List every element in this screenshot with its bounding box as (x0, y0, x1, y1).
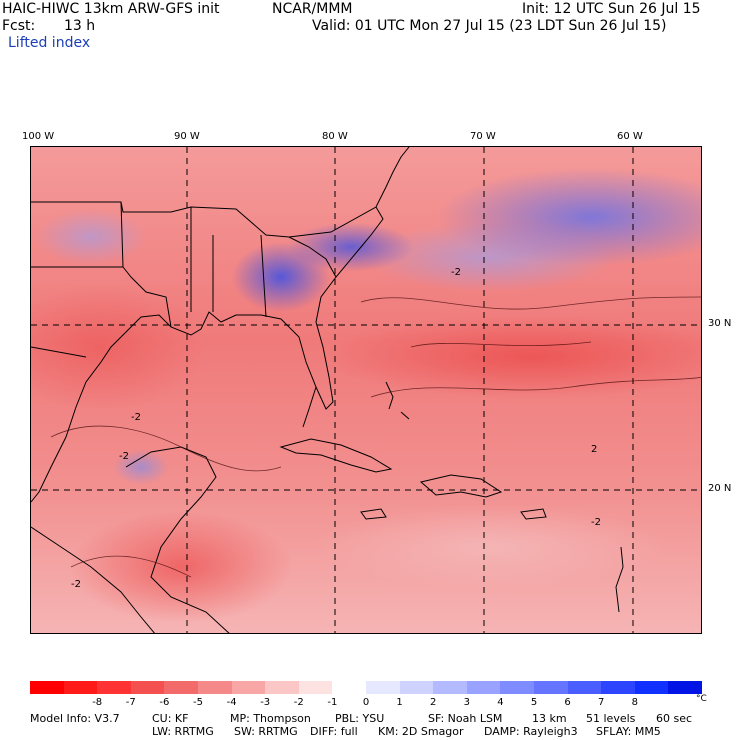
colorbar-tick-label: 4 (497, 697, 504, 708)
colorbar-tick-label: 8 (631, 697, 638, 708)
contour-label: -2 (119, 451, 129, 462)
colorbar-tick-label: -7 (125, 697, 136, 708)
colorbar (30, 681, 702, 694)
valid-time: Valid: 01 UTC Mon 27 Jul 15 (23 LDT Sun … (312, 18, 667, 34)
model-title: HAIC-HIWC 13km ARW-GFS init (2, 1, 220, 17)
surface-layer: SFLAY: MM5 (596, 725, 661, 738)
colorbar-tick-label: -6 (159, 697, 170, 708)
contour-label: -2 (131, 412, 141, 423)
shortwave-scheme: SW: RRTMG (234, 725, 298, 738)
forecast-hour: 13 h (64, 18, 96, 34)
colorbar-tick-label: -5 (193, 697, 203, 708)
damping-setting: DAMP: Rayleigh3 (484, 725, 578, 738)
colorbar-swatch (164, 681, 198, 694)
map-overlay: -2 -2 -2 -2 -2 2 (31, 147, 701, 633)
colorbar-tick-label: 6 (564, 697, 571, 708)
colorbar-swatch (399, 681, 434, 694)
colorbar-tick-label: 0 (362, 697, 370, 708)
colorbar-swatch (567, 681, 602, 694)
grid-spacing: 13 km (532, 712, 567, 725)
lat-label-30n: 30 N (708, 318, 732, 329)
org-label: NCAR/MMM (272, 1, 353, 17)
colorbar-swatch (231, 681, 266, 694)
lon-label-100w: 100 W (22, 131, 55, 142)
colorbar-swatch (601, 681, 635, 694)
vertical-levels: 51 levels (586, 712, 636, 725)
contour-label: 2 (591, 444, 597, 455)
li-contours (50, 296, 701, 578)
coastlines (31, 147, 624, 633)
colorbar-swatch (433, 681, 467, 694)
colorbar-tick-label: 1 (396, 697, 403, 708)
colorbar-swatch (365, 681, 400, 694)
field-name: Lifted index (8, 35, 91, 51)
surface-scheme: SF: Noah LSM (428, 712, 503, 725)
lat-label-20n: 20 N (708, 483, 732, 494)
forecast-label: Fcst: (2, 18, 36, 34)
colorbar-tick-label: -4 (226, 697, 237, 708)
colorbar-tick-label: -3 (260, 697, 271, 708)
contour-label: -2 (591, 517, 601, 528)
longwave-scheme: LW: RRTMG (152, 725, 214, 738)
colorbar-tick-label: -2 (293, 697, 304, 708)
diffusion-setting: DIFF: full (310, 725, 358, 738)
colorbar-tick-label: -1 (327, 697, 338, 708)
lon-label-70w: 70 W (470, 131, 496, 142)
eddy-coefficient: KM: 2D Smagor (378, 725, 464, 738)
colorbar-swatch (332, 681, 366, 694)
colorbar-swatch (634, 681, 669, 694)
lon-label-80w: 80 W (322, 131, 348, 142)
colorbar-swatch (466, 681, 501, 694)
contour-label: -2 (451, 267, 461, 278)
colorbar-swatch (265, 681, 299, 694)
colorbar-swatch (298, 681, 333, 694)
time-step: 60 sec (656, 712, 693, 725)
colorbar-swatch (533, 681, 568, 694)
colorbar-swatch (197, 681, 232, 694)
colorbar-unit: °C (696, 694, 707, 704)
cumulus-scheme: CU: KF (152, 712, 189, 725)
lon-label-60w: 60 W (617, 131, 643, 142)
colorbar-tick-label: 5 (530, 697, 538, 708)
lifted-index-map: -2 -2 -2 -2 -2 2 (30, 146, 702, 634)
model-info: Model Info: V3.7 (30, 712, 120, 725)
colorbar-tick-label: 7 (598, 697, 605, 708)
microphysics-scheme: MP: Thompson (230, 712, 311, 725)
init-time: Init: 12 UTC Sun 26 Jul 15 (522, 1, 701, 17)
colorbar-tick-label: 2 (430, 697, 437, 708)
colorbar-tick-label: 3 (463, 697, 470, 708)
colorbar-swatch (97, 681, 131, 694)
colorbar-swatch (63, 681, 98, 694)
colorbar-swatch (668, 681, 702, 694)
colorbar-tick-label: -8 (92, 697, 103, 708)
colorbar-swatch (30, 681, 64, 694)
contour-label: -2 (71, 579, 81, 590)
lon-label-90w: 90 W (174, 131, 200, 142)
pbl-scheme: PBL: YSU (335, 712, 385, 725)
colorbar-swatch (500, 681, 534, 694)
colorbar-swatch (130, 681, 165, 694)
